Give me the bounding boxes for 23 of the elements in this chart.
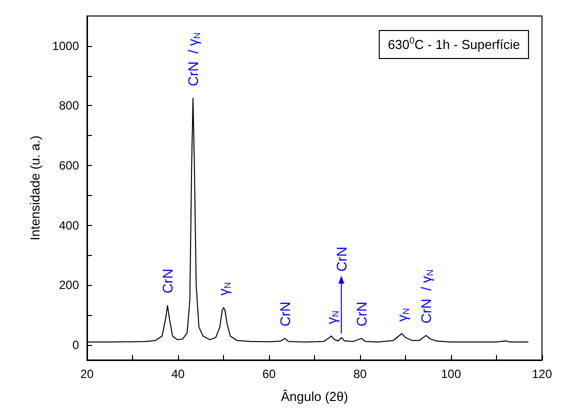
annotation: CrN <box>353 302 370 326</box>
annotation: CrN <box>333 246 350 272</box>
x-tick-label: 120 <box>532 367 552 381</box>
x-tick-label: 20 <box>80 367 94 381</box>
x-tick-label: 40 <box>171 367 185 381</box>
y-tick-label: 400 <box>58 218 80 232</box>
y-tick-label: 0 <box>72 338 80 352</box>
x-axis-title: Ângulo (2θ) <box>280 389 348 404</box>
y-tick-label: 600 <box>58 158 80 173</box>
annotation: γN <box>216 282 232 296</box>
annotation: CrN / γN <box>418 270 435 324</box>
x-tick-label: 80 <box>353 367 367 381</box>
y-tick-label: 1000 <box>52 38 80 53</box>
x-tick-label: 100 <box>440 367 462 381</box>
y-tick-label: 800 <box>58 98 80 113</box>
annotation: γN <box>394 308 411 322</box>
annotation: CrN <box>160 268 176 294</box>
y-axis-title: Intensidade (u. a.) <box>27 136 42 240</box>
x-tick-label: 60 <box>262 367 276 381</box>
annotation: CrN / γN <box>185 32 202 86</box>
y-tick-label: 200 <box>58 278 80 292</box>
annotation: γN <box>323 310 340 324</box>
annotation: CrN <box>276 302 293 326</box>
